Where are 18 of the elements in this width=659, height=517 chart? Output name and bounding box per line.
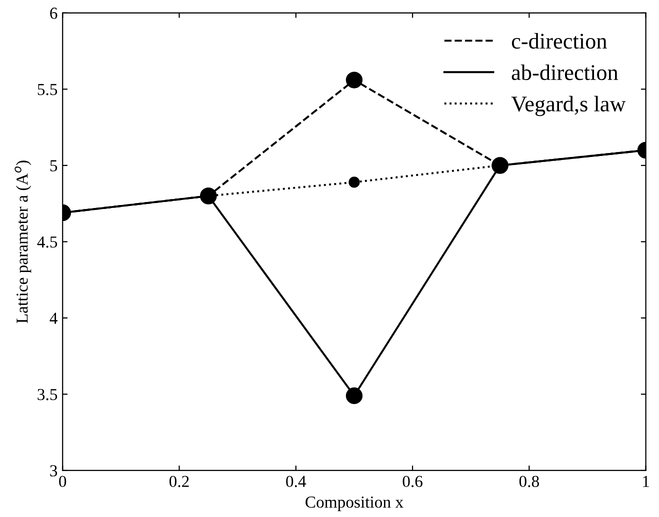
legend-label: ab-direction — [512, 64, 618, 80]
x-axis-title: Composition x — [306, 496, 404, 512]
y-tick-label: 3 — [50, 465, 58, 476]
y-tick-label: 6 — [50, 8, 58, 19]
y-tick-label: 4 — [50, 312, 58, 324]
x-tick-label: 0.6 — [402, 476, 422, 488]
x-tick-label: 0 — [59, 476, 66, 488]
x-tick-label: 0.4 — [286, 476, 306, 488]
y-tick-label: 5.5 — [38, 84, 58, 96]
legend-label: Vegard,s law — [511, 96, 626, 116]
y-tick-label: 4.5 — [37, 236, 58, 248]
y-tick-label: 3.5 — [38, 388, 58, 400]
x-tick-label: 0.2 — [169, 476, 189, 488]
x-tick-label: 0.8 — [519, 476, 539, 488]
y-axis-title: Lattice parameter a (A$^{o}$) — [14, 160, 32, 324]
legend-label: c-direction — [512, 33, 607, 49]
y-tick-label: 5 — [50, 160, 58, 172]
x-tick-label: 1 — [643, 476, 649, 487]
